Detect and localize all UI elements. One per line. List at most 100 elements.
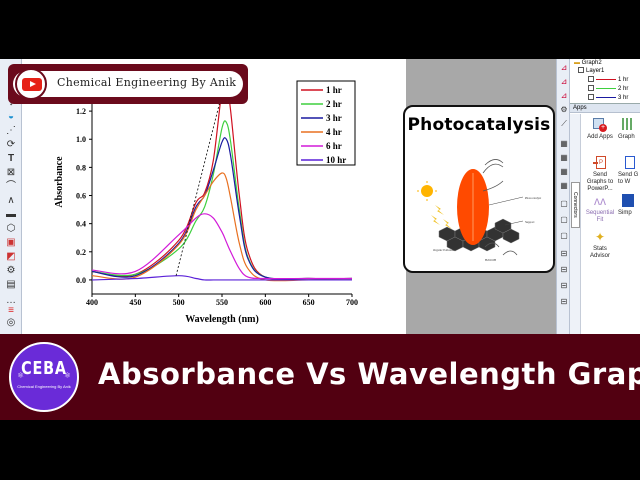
- channel-badge: Chemical Engineering By Anik: [8, 64, 248, 104]
- series-line: [92, 275, 352, 281]
- plot-line-swatch: [596, 87, 616, 90]
- photocatalysis-diagram: Photocatalyst Support Organic Pollutant …: [417, 159, 541, 262]
- peak-shift-dashed-line: [175, 82, 225, 276]
- text-tool-icon[interactable]: T: [7, 153, 15, 164]
- svg-text:Organic Pollutant: Organic Pollutant: [433, 248, 454, 252]
- plot-line-swatch: [596, 96, 616, 99]
- plot-label: 3 hr: [618, 95, 629, 101]
- region-tool-icon[interactable]: ⬡: [6, 223, 16, 234]
- absorbance-chart: 400 450 500 550 600 650 700 0.0 0.2 0.4 0.6 0.8 1.0 1…: [54, 79, 358, 325]
- series-line: [92, 137, 352, 280]
- channel-name: Chemical Engineering By Anik: [57, 76, 237, 89]
- object-manager: ▬ Graph2 Layer1 1 hr 2 hr 3 hr: [570, 59, 640, 104]
- clipboard-icon[interactable]: ▤: [6, 279, 16, 290]
- y-tick-label: 0.0: [76, 276, 86, 285]
- x-tick-label: 500: [173, 298, 185, 307]
- y-axis-label: Absorbance: [54, 156, 65, 208]
- separator-dots-icon: …: [6, 295, 16, 306]
- photocatalysis-card: Photocatalysis: [403, 105, 555, 273]
- plot-node-1hr[interactable]: 1 hr: [588, 76, 628, 84]
- layer-checkbox[interactable]: [578, 67, 584, 74]
- legend-label: 3 hr: [326, 113, 342, 123]
- layer-node[interactable]: Layer1: [578, 67, 604, 75]
- app-send-graphs-word[interactable]: Send G to W: [618, 156, 640, 186]
- axis-y-icon[interactable]: ⊿: [560, 91, 568, 100]
- app-label: Simp: [618, 210, 632, 216]
- x-tick-label: 650: [303, 298, 315, 307]
- app-send-graphs-powerpoint[interactable]: P Send Graphs to PowerP...: [584, 156, 616, 193]
- atom-icon: ⚛: [63, 371, 71, 380]
- right-graph-toolbar: ⊿ ⊿ ⊿ ⚙ ⟋ ▦ ▦ ▦ ▦ ▢ ▢ ▢ ⊟ ⊟ ⊟ ⊟: [556, 59, 570, 334]
- powerpoint-icon: P: [593, 156, 607, 170]
- plot-node-3hr[interactable]: 3 hr: [588, 94, 628, 102]
- banner-title: Absorbance Vs Wavelength Graph: [98, 357, 640, 391]
- y-tick-label: 1.2: [76, 107, 86, 116]
- app-add-apps[interactable]: + Add Apps: [584, 118, 616, 141]
- app-simple[interactable]: Simp: [618, 194, 640, 217]
- frame2-icon[interactable]: ▢: [560, 215, 568, 224]
- ceba-logo-text: CEBA: [21, 358, 67, 379]
- plot-checkbox[interactable]: [588, 76, 594, 83]
- graph-page: 400 450 500 550 600 650 700 0.0 0.2 0.4 0.6 0.8 1.0 1…: [22, 59, 406, 334]
- app-label: Add Apps: [587, 134, 613, 140]
- chart-legend: [296, 80, 356, 166]
- add-apps-icon: +: [593, 118, 607, 132]
- series-line: [92, 213, 352, 280]
- grid-icon[interactable]: ▦: [560, 153, 568, 162]
- plot-line-swatch: [596, 78, 616, 81]
- rotate-tool-icon[interactable]: ⟳: [6, 139, 16, 150]
- distribute-icon[interactable]: ⊟: [560, 265, 568, 274]
- app-graph[interactable]: Graph: [618, 118, 640, 141]
- youtube-icon: [22, 78, 42, 91]
- axis-x-icon[interactable]: ⊿: [560, 77, 568, 86]
- plot-label: 2 hr: [618, 86, 629, 92]
- color-palette-icon[interactable]: ≡: [8, 305, 14, 316]
- legend-label: 6 hr: [326, 141, 342, 151]
- graph-node[interactable]: ▬ Graph2: [574, 60, 602, 66]
- frame3-icon[interactable]: ▢: [560, 231, 568, 240]
- table-icon[interactable]: ▦: [560, 139, 568, 148]
- atom-icon: ⚛: [17, 371, 25, 380]
- merge-icon[interactable]: ▦: [560, 181, 568, 190]
- apps-header: Apps: [570, 104, 640, 113]
- frame-icon[interactable]: ▢: [560, 199, 568, 208]
- circle-tool-icon[interactable]: ◎: [6, 317, 16, 328]
- mask-tool-icon[interactable]: ▣: [6, 237, 16, 248]
- list-icon[interactable]: ▦: [560, 167, 568, 176]
- y-tick-label: 0.2: [76, 248, 86, 257]
- photocatalysis-title: Photocatalysis: [407, 115, 551, 135]
- play-icon: [30, 81, 36, 87]
- graph-name: Graph2: [581, 60, 602, 66]
- plot-checkbox[interactable]: [588, 94, 594, 101]
- sun-icon: [421, 185, 433, 197]
- settings-icon[interactable]: ⚙: [560, 105, 568, 114]
- connectors-tab[interactable]: Connectors: [571, 182, 580, 228]
- app-label: Graph: [618, 134, 635, 140]
- app-stats-advisor[interactable]: ✦ Stats Advisor: [584, 230, 616, 260]
- x-axis-label: Wavelength (nm): [185, 314, 259, 325]
- align-icon[interactable]: ⊟: [560, 249, 568, 258]
- arc-tool-icon[interactable]: ⌒: [6, 181, 16, 192]
- group-icon[interactable]: ⊟: [560, 281, 568, 290]
- rescale-icon[interactable]: ⊿: [560, 63, 568, 72]
- lightning-icon: [431, 215, 440, 225]
- layer-tool-icon[interactable]: ◩: [6, 251, 16, 262]
- ungroup-icon[interactable]: ⊟: [560, 297, 568, 306]
- insert-graph-icon[interactable]: ⊠: [6, 167, 16, 178]
- plot-icon[interactable]: ⟋: [561, 119, 567, 128]
- x-tick-label: 700: [346, 298, 358, 307]
- lightning-icon: [443, 219, 452, 229]
- y-tick-label: 0.4: [76, 220, 86, 229]
- data-reader-icon[interactable]: ⋰: [6, 125, 16, 136]
- gear-icon[interactable]: ⚙: [6, 265, 16, 276]
- plot-checkbox[interactable]: [588, 85, 594, 92]
- lightning-icon: [435, 205, 444, 215]
- app-sequential-fit[interactable]: ʌʌ Sequential Fit: [584, 194, 616, 224]
- svg-text:Photocatalyst: Photocatalyst: [525, 196, 541, 200]
- apps-side-strip: Connectors: [570, 114, 581, 334]
- plot-node-2hr[interactable]: 2 hr: [588, 85, 628, 93]
- rectangle-tool-icon[interactable]: ▬: [6, 209, 16, 220]
- line-tool-icon[interactable]: ∧: [7, 195, 15, 206]
- app-label: Stats Advisor: [589, 246, 610, 259]
- zoom-tool-icon[interactable]: ◒: [7, 111, 15, 122]
